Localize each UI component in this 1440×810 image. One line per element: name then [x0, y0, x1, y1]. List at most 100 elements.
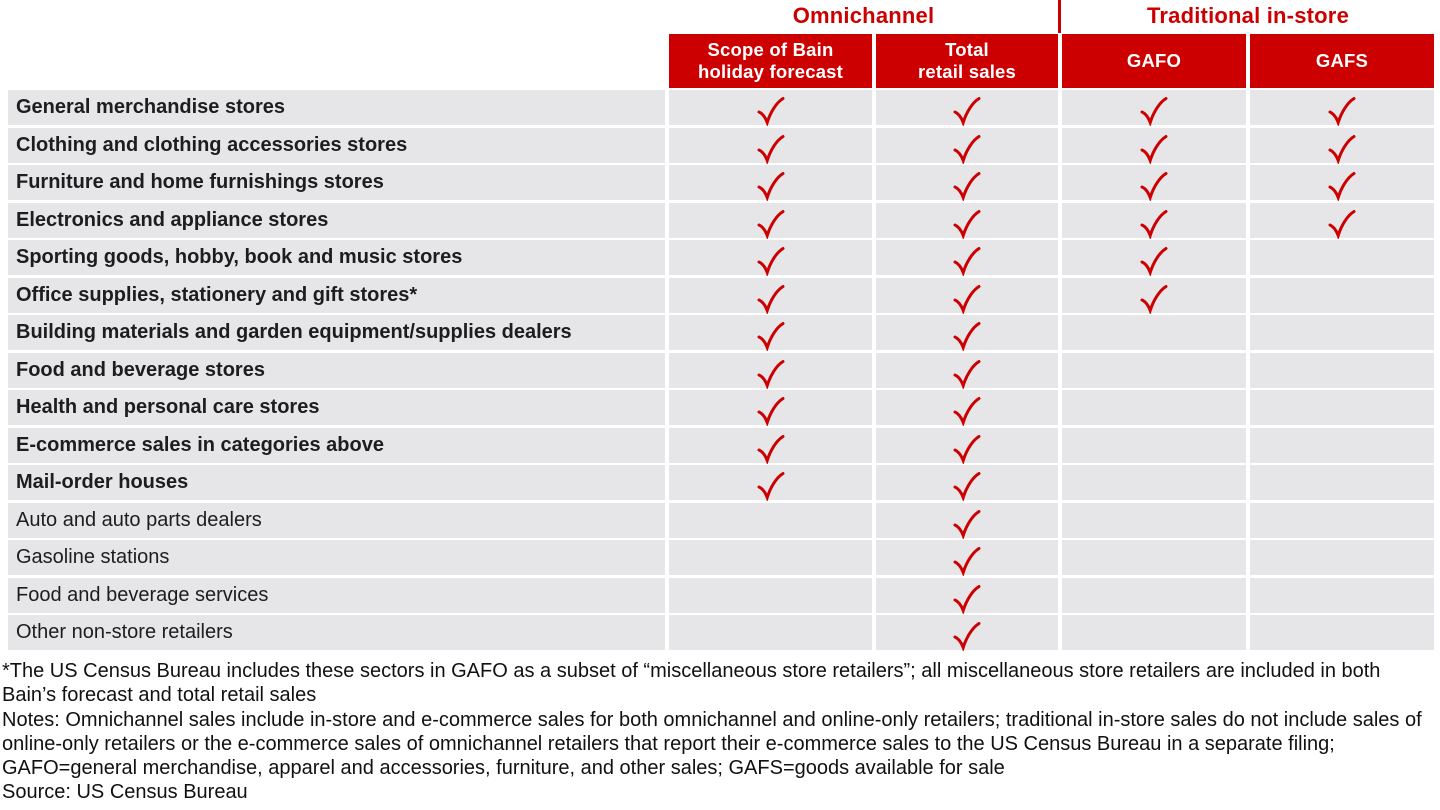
column-group-header: Omnichannel Traditional in-store — [8, 0, 1434, 32]
check-icon — [757, 172, 784, 201]
check-cell — [1250, 315, 1434, 350]
check-cell — [669, 315, 872, 351]
check-cell — [876, 240, 1058, 276]
check-cell — [1062, 465, 1246, 500]
column-header-row: Scope of Bain holiday forecast Total ret… — [8, 34, 1434, 88]
check-cell — [876, 352, 1058, 389]
check-icon — [953, 434, 981, 464]
check-cell — [1062, 127, 1246, 164]
check-icon — [757, 284, 784, 314]
row-label: Food and beverage services — [8, 577, 665, 613]
check-cell — [1250, 502, 1434, 538]
row-label: Food and beverage stores — [8, 352, 665, 388]
check-cell — [1062, 540, 1246, 575]
check-cell — [1250, 427, 1434, 463]
check-icon — [757, 434, 784, 464]
check-icon — [1328, 97, 1356, 126]
check-icon — [953, 397, 981, 426]
row-label: Mail-order houses — [8, 465, 665, 500]
check-icon — [953, 134, 981, 164]
row-label: General merchandise stores — [8, 90, 665, 125]
check-cell — [669, 465, 872, 501]
check-icon — [953, 284, 981, 314]
footnote-notes: Notes: Omnichannel sales include in-stor… — [2, 708, 1422, 780]
check-cell — [669, 502, 872, 538]
row-label: E-commerce sales in categories above — [8, 427, 665, 463]
check-cell — [669, 352, 872, 389]
group-label-omnichannel: Omnichannel — [792, 3, 935, 28]
check-cell — [1062, 277, 1246, 314]
check-icon — [757, 397, 784, 426]
check-cell — [1250, 240, 1434, 275]
row-label: Clothing and clothing accessories stores — [8, 127, 665, 163]
check-cell — [1250, 127, 1434, 164]
check-cell — [669, 577, 872, 613]
check-cell — [1062, 315, 1246, 350]
row-label: Office supplies, stationery and gift sto… — [8, 277, 665, 313]
column-header-scope-of-bain-holiday-forecast: Scope of Bain holiday forecast — [669, 34, 872, 88]
check-cell — [1250, 577, 1434, 613]
check-icon — [757, 134, 784, 164]
check-cell — [1250, 390, 1434, 425]
row-label: Furniture and home furnishings stores — [8, 165, 665, 200]
row-label: Gasoline stations — [8, 540, 665, 575]
check-icon — [953, 172, 981, 201]
check-icon — [1140, 134, 1168, 164]
check-icon — [757, 247, 784, 276]
row-label: Building materials and garden equipment/… — [8, 315, 665, 350]
check-cell — [876, 277, 1058, 314]
check-cell — [876, 315, 1058, 351]
row-label: Health and personal care stores — [8, 390, 665, 425]
check-icon — [1140, 284, 1168, 314]
check-cell — [876, 615, 1058, 651]
check-icon — [953, 472, 981, 501]
check-cell — [1062, 352, 1246, 388]
check-icon — [953, 584, 981, 614]
footnotes: *The US Census Bureau includes these sec… — [2, 659, 1439, 805]
check-cell — [876, 90, 1058, 126]
check-cell — [1250, 540, 1434, 575]
check-cell — [1062, 90, 1246, 126]
check-cell — [669, 90, 872, 126]
check-icon — [953, 247, 981, 276]
check-icon — [953, 547, 981, 576]
check-cell — [669, 127, 872, 164]
check-cell — [1062, 165, 1246, 201]
check-icon — [757, 97, 784, 126]
column-header-gafo: GAFO — [1062, 34, 1246, 88]
check-icon — [1140, 97, 1168, 126]
check-cell — [876, 577, 1058, 614]
footnote-asterisk: *The US Census Bureau includes these sec… — [2, 660, 1381, 707]
check-cell — [876, 165, 1058, 201]
check-cell — [876, 427, 1058, 464]
check-icon — [757, 209, 784, 239]
check-icon — [953, 359, 981, 389]
check-cell — [669, 390, 872, 426]
check-cell — [669, 427, 872, 464]
check-cell — [876, 502, 1058, 539]
footnote-source: Source: US Census Bureau — [2, 781, 248, 804]
check-cell — [669, 615, 872, 650]
row-label: Sporting goods, hobby, book and music st… — [8, 240, 665, 275]
check-cell — [669, 277, 872, 314]
check-icon — [1140, 247, 1168, 276]
check-icon — [1140, 209, 1168, 239]
check-cell — [1062, 615, 1246, 650]
check-cell — [1250, 90, 1434, 126]
check-cell — [1250, 277, 1434, 313]
check-cell — [1062, 202, 1246, 239]
check-cell — [1062, 502, 1246, 538]
check-cell — [876, 540, 1058, 576]
check-cell — [1062, 427, 1246, 463]
check-icon — [953, 322, 981, 351]
table-body: General merchandise stores Clothing and c… — [8, 90, 1434, 651]
group-label-traditional-in-store: Traditional in-store — [1146, 3, 1350, 28]
check-cell — [1062, 577, 1246, 613]
check-cell — [1250, 615, 1434, 650]
check-cell — [669, 165, 872, 201]
check-cell — [1250, 202, 1434, 239]
column-header-total-retail-sales: Total retail sales — [876, 34, 1058, 88]
row-label: Other non-store retailers — [8, 615, 665, 650]
check-icon — [1328, 134, 1356, 164]
